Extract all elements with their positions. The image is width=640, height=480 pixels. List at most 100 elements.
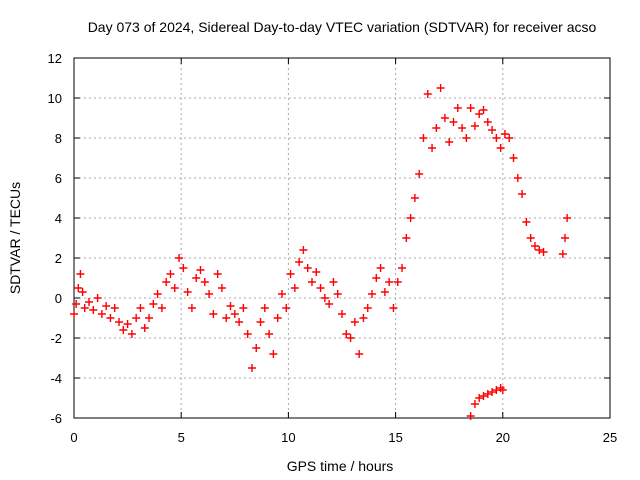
data-point <box>320 294 329 302</box>
plot-frame <box>73 57 611 419</box>
chart-title: Day 073 of 2024, Sidereal Day-to-day VTE… <box>88 19 597 35</box>
data-point <box>179 264 188 272</box>
data-point <box>153 290 162 298</box>
data-point <box>496 144 505 152</box>
y-tick-label: 2 <box>55 251 62 266</box>
data-point <box>80 304 89 312</box>
data-point <box>342 330 351 338</box>
data-point <box>325 300 334 308</box>
data-point <box>453 104 462 112</box>
x-tick-label: 10 <box>281 430 295 445</box>
data-point <box>470 400 479 408</box>
data-point <box>166 270 175 278</box>
x-tick-label: 15 <box>388 430 402 445</box>
data-point <box>436 84 445 92</box>
data-point <box>247 364 256 372</box>
data-point <box>136 304 145 312</box>
data-point <box>445 138 454 146</box>
y-tick-label: 4 <box>55 211 62 226</box>
data-point <box>333 290 342 298</box>
data-point <box>157 304 166 312</box>
data-point <box>74 284 83 292</box>
data-point <box>205 290 214 298</box>
data-point <box>419 134 428 142</box>
data-point <box>558 250 567 258</box>
data-point <box>295 258 304 266</box>
data-point <box>458 124 467 132</box>
y-tick-label: -4 <box>50 371 62 386</box>
data-point <box>70 310 78 318</box>
y-tick-label: 10 <box>48 91 62 106</box>
data-point <box>316 284 325 292</box>
data-point <box>252 344 261 352</box>
data-point <box>78 288 87 296</box>
data-point <box>85 298 94 306</box>
data-point <box>363 304 372 312</box>
data-point <box>209 310 218 318</box>
data-point <box>483 390 492 398</box>
data-point <box>72 300 81 308</box>
x-tick-label: 20 <box>496 430 510 445</box>
x-tick-label: 25 <box>603 430 617 445</box>
data-point <box>432 124 441 132</box>
data-point <box>479 106 488 114</box>
data-point <box>196 266 205 274</box>
data-point <box>170 284 179 292</box>
data-point <box>475 110 484 118</box>
data-point <box>187 304 196 312</box>
x-tick-label: 5 <box>178 430 185 445</box>
data-point <box>380 288 389 296</box>
data-point <box>518 190 527 198</box>
data-point <box>226 302 235 310</box>
data-point <box>102 302 111 310</box>
data-point <box>368 290 377 298</box>
data-point <box>132 314 141 322</box>
data-point <box>402 234 411 242</box>
data-point <box>492 134 501 142</box>
data-point <box>535 246 544 254</box>
data-point <box>338 310 346 318</box>
y-tick-label: 6 <box>55 171 62 186</box>
data-point <box>359 314 368 322</box>
data-point <box>290 284 299 292</box>
data-point <box>539 248 548 256</box>
data-point <box>307 278 316 286</box>
data-point <box>475 394 484 402</box>
data-point <box>449 118 458 126</box>
data-point <box>376 264 385 272</box>
data-point <box>265 330 274 338</box>
x-tick-label: 0 <box>70 430 77 445</box>
data-point <box>393 278 402 286</box>
x-axis-label: GPS time / hours <box>287 458 394 474</box>
data-point <box>183 288 192 296</box>
data-point <box>500 130 509 138</box>
data-point <box>355 350 364 358</box>
data-point <box>127 330 136 338</box>
data-point <box>299 246 308 254</box>
data-point <box>398 264 407 272</box>
data-point <box>509 154 518 162</box>
data-point <box>462 134 471 142</box>
data-point <box>423 90 432 98</box>
data-point <box>273 314 282 322</box>
data-point <box>526 234 535 242</box>
data-point <box>415 170 424 178</box>
data-point <box>192 274 201 282</box>
data-point <box>303 264 312 272</box>
data-point <box>286 270 295 278</box>
data-point <box>243 330 252 338</box>
data-point <box>115 318 124 326</box>
data-point <box>560 234 569 242</box>
data-point <box>260 304 269 312</box>
data-point <box>89 306 98 314</box>
data-points <box>70 84 572 420</box>
data-point <box>428 144 437 152</box>
data-point <box>389 304 398 312</box>
data-point <box>123 320 132 328</box>
data-point <box>498 386 507 394</box>
data-point <box>213 270 222 278</box>
data-point <box>145 314 154 322</box>
data-point <box>239 304 248 312</box>
data-point <box>483 118 492 126</box>
data-point <box>479 392 488 400</box>
